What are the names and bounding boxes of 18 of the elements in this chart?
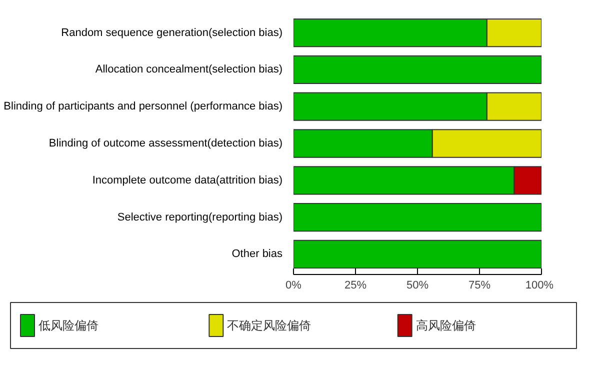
y-tick-label: Other bias <box>232 248 283 260</box>
bar <box>294 55 542 84</box>
y-tick-label: Selective reporting(reporting bias) <box>117 211 283 224</box>
x-tick-label: 50% <box>406 280 429 292</box>
y-tick-label: Random sequence generation(selection bias) <box>61 26 282 39</box>
x-tick-label: 0% <box>286 280 302 292</box>
x-tick-label: 75% <box>468 280 491 292</box>
x-tick-label: 25% <box>344 280 367 292</box>
y-tick-label: Incomplete outcome data(attrition bias) <box>92 174 283 186</box>
y-tick-label: Blinding of outcome assessment(detection bias) <box>48 138 283 150</box>
bar <box>294 240 542 269</box>
x-tick-label: 100% <box>525 280 554 292</box>
bar <box>294 202 542 232</box>
legend-label: 不确定风险偏倚 <box>227 318 312 332</box>
legend-label: 低风险偏倚 <box>38 318 98 332</box>
y-tick-label: Allocation concealment(selection bias) <box>95 64 283 76</box>
y-tick-label: Blinding of participants and personnel (performance bias) <box>4 100 283 113</box>
legend-label: 高风险偏倚 <box>416 318 476 332</box>
